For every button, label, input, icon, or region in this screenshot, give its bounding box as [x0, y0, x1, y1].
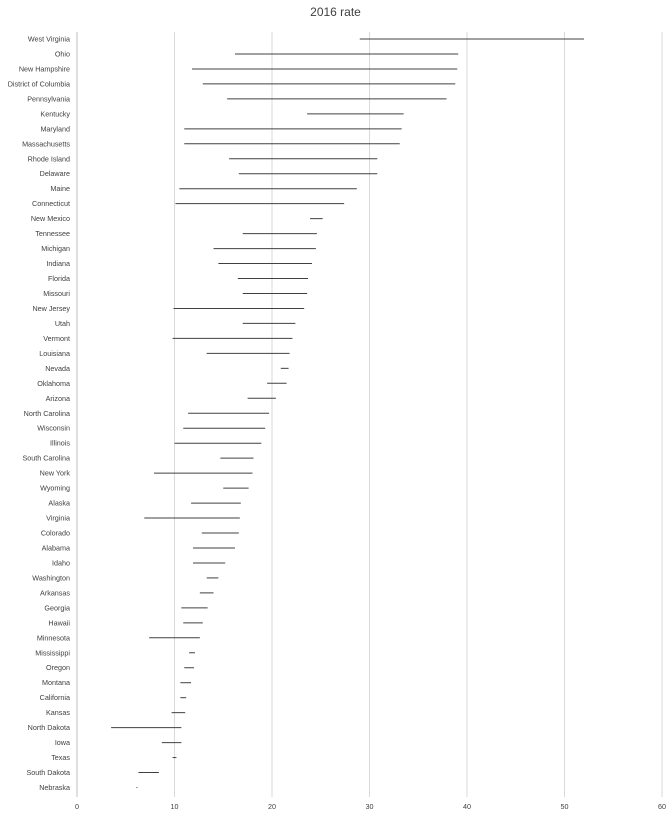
x-tick-label: 50 — [561, 802, 569, 811]
category-label: Virginia — [46, 514, 70, 523]
category-label: Oklahoma — [37, 379, 70, 388]
category-label: South Dakota — [26, 768, 70, 777]
category-label: Minnesota — [37, 633, 70, 642]
category-label: Arkansas — [40, 588, 70, 597]
range-marks — [111, 38, 584, 788]
x-tick-label: 20 — [268, 802, 276, 811]
category-label: Missouri — [43, 289, 70, 298]
category-label: Maryland — [40, 124, 70, 133]
x-axis-ticks: 0 10 20 30 40 50 60 — [75, 802, 666, 811]
x-tick-label: 40 — [463, 802, 471, 811]
category-label: Wyoming — [40, 484, 70, 493]
x-tick-label: 60 — [658, 802, 666, 811]
category-label: Kentucky — [40, 109, 70, 118]
category-label: Wisconsin — [37, 424, 70, 433]
category-label: Tennessee — [35, 229, 70, 238]
category-label: Georgia — [44, 603, 70, 612]
category-label: South Carolina — [22, 454, 70, 463]
category-label: Texas — [51, 753, 70, 762]
category-label: Kansas — [46, 708, 70, 717]
chart-title: 2016 rate — [310, 5, 361, 19]
category-label: Mississippi — [35, 648, 70, 657]
category-label: Oregon — [46, 663, 70, 672]
category-label: Florida — [48, 274, 70, 283]
category-label: Utah — [55, 319, 70, 328]
gridlines — [76, 32, 663, 797]
category-label: Massachusetts — [22, 139, 70, 148]
category-label: Nevada — [45, 364, 70, 373]
category-label: North Carolina — [24, 409, 70, 418]
category-label: Louisiana — [39, 349, 70, 358]
category-label: New Jersey — [32, 304, 70, 313]
category-label: Montana — [42, 678, 70, 687]
category-label: Alabama — [42, 543, 70, 552]
category-label: Colorado — [41, 529, 70, 538]
category-label: New Mexico — [31, 214, 70, 223]
category-label: Iowa — [55, 738, 70, 747]
category-label: Pennsylvania — [27, 94, 70, 103]
category-label: Idaho — [52, 558, 70, 567]
category-label: Illinois — [50, 439, 70, 448]
category-label: Nebraska — [39, 783, 70, 792]
category-label: Indiana — [46, 259, 70, 268]
category-label: Ohio — [55, 49, 70, 58]
category-label: Vermont — [43, 334, 70, 343]
category-label: North Dakota — [28, 723, 70, 732]
category-label: Washington — [32, 573, 70, 582]
category-label: Connecticut — [32, 199, 70, 208]
category-label: Michigan — [41, 244, 70, 253]
x-tick-label: 10 — [171, 802, 179, 811]
category-label: West Virginia — [28, 35, 70, 44]
category-label: Rhode Island — [28, 154, 70, 163]
x-tick-label: 0 — [75, 802, 79, 811]
category-label: California — [40, 693, 70, 702]
category-label: Arizona — [46, 394, 70, 403]
category-labels: West Virginia Ohio New Hampshire District o… — [8, 35, 71, 793]
category-label: New Hampshire — [19, 64, 70, 73]
category-label: District of Columbia — [8, 79, 70, 88]
category-label: New York — [40, 469, 71, 478]
category-label: Alaska — [48, 499, 70, 508]
category-label: Hawaii — [48, 618, 70, 627]
x-tick-label: 30 — [366, 802, 374, 811]
category-label: Delaware — [40, 169, 70, 178]
category-label: Maine — [50, 184, 70, 193]
